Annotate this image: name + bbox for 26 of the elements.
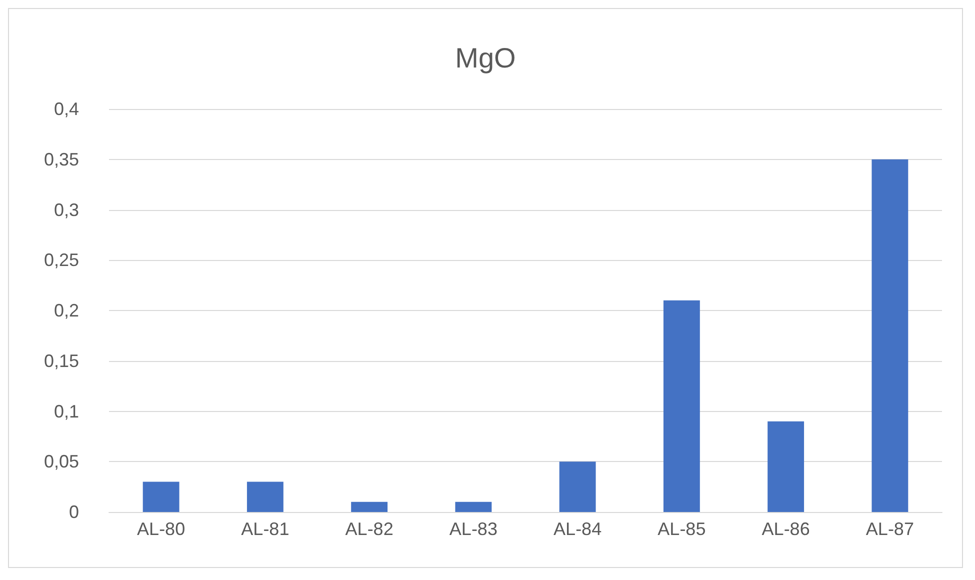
- bar: [351, 502, 388, 512]
- x-tick-label: AL-82: [345, 519, 394, 539]
- x-tick-label: AL-86: [762, 519, 810, 539]
- x-tick-label: AL-85: [658, 519, 706, 539]
- x-tick-label: AL-83: [449, 519, 498, 539]
- x-tick-label: AL-84: [554, 519, 602, 539]
- x-tick-label: AL-80: [137, 519, 186, 539]
- x-tick-label: AL-81: [241, 519, 290, 539]
- bar: [142, 482, 180, 512]
- bar: [872, 159, 908, 512]
- chart-title: MgO: [455, 42, 516, 74]
- x-tick-label: AL-87: [866, 519, 914, 539]
- y-tick-label: 0,15: [44, 350, 79, 371]
- y-tick-label: 0,05: [44, 452, 79, 472]
- bar: [663, 300, 700, 512]
- y-tick-label: 0,35: [44, 149, 79, 170]
- y-tick-label: 0,4: [54, 99, 79, 119]
- bar: [768, 421, 804, 512]
- bar: [246, 482, 284, 512]
- y-tick-label: 0,1: [54, 401, 79, 422]
- y-tick-label: 0,3: [54, 200, 79, 220]
- bar: [455, 502, 492, 512]
- bar: [559, 462, 596, 512]
- y-tick-label: 0,2: [54, 300, 79, 320]
- y-tick-label: 0,25: [44, 250, 79, 270]
- y-tick-label: 0: [68, 502, 79, 522]
